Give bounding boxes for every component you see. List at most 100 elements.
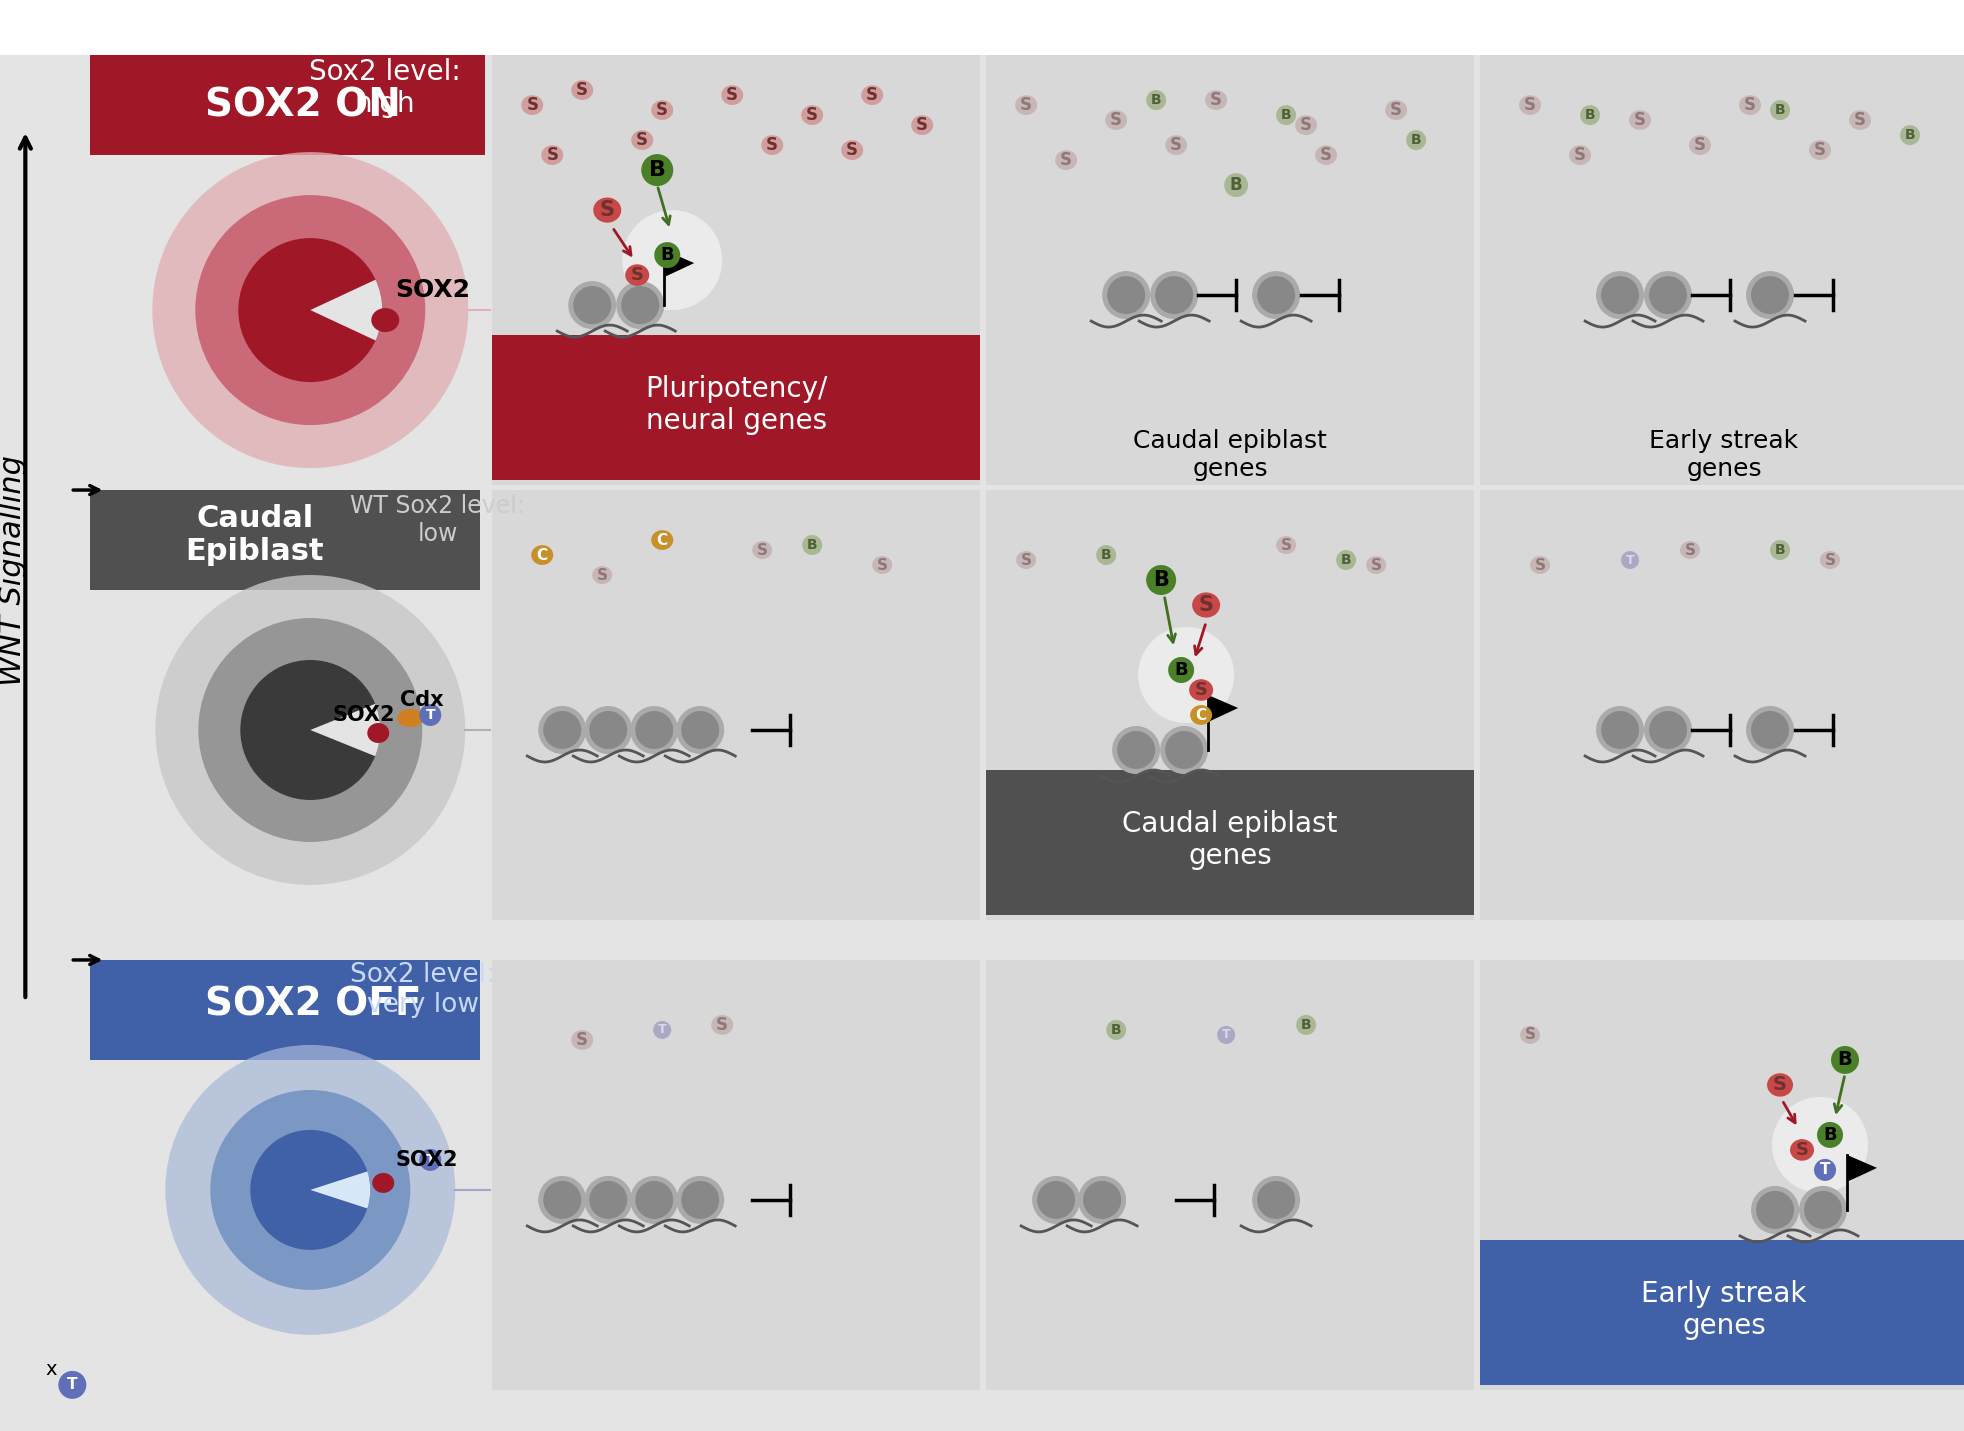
Text: B: B bbox=[1112, 1023, 1121, 1037]
Circle shape bbox=[1644, 270, 1693, 319]
Text: Sox2 level:
high: Sox2 level: high bbox=[310, 57, 462, 119]
Circle shape bbox=[1620, 551, 1640, 570]
Circle shape bbox=[1139, 627, 1233, 723]
Circle shape bbox=[155, 575, 465, 884]
Ellipse shape bbox=[911, 116, 933, 135]
Circle shape bbox=[1084, 1181, 1121, 1219]
Circle shape bbox=[1253, 270, 1300, 319]
Text: S: S bbox=[526, 96, 538, 114]
Text: S: S bbox=[1573, 146, 1587, 165]
Text: S: S bbox=[915, 116, 929, 135]
Circle shape bbox=[210, 1090, 410, 1289]
Text: S: S bbox=[1773, 1076, 1787, 1095]
Ellipse shape bbox=[1821, 551, 1840, 570]
Text: S: S bbox=[636, 132, 648, 149]
Ellipse shape bbox=[1015, 96, 1037, 114]
Text: S: S bbox=[1019, 96, 1033, 114]
Circle shape bbox=[1155, 276, 1194, 313]
Polygon shape bbox=[664, 250, 693, 278]
Ellipse shape bbox=[367, 723, 389, 743]
Circle shape bbox=[249, 1130, 371, 1249]
Circle shape bbox=[583, 1176, 632, 1224]
Circle shape bbox=[1597, 705, 1644, 754]
Circle shape bbox=[1108, 276, 1145, 313]
Circle shape bbox=[1096, 545, 1116, 565]
Text: Caudal epiblast
genes: Caudal epiblast genes bbox=[1123, 810, 1337, 870]
Text: S: S bbox=[1171, 136, 1182, 155]
Text: S: S bbox=[1685, 542, 1695, 558]
Circle shape bbox=[59, 1371, 86, 1400]
Bar bbox=[986, 770, 1475, 914]
Circle shape bbox=[1770, 539, 1789, 560]
Circle shape bbox=[1815, 1159, 1836, 1181]
Text: S: S bbox=[597, 568, 607, 582]
Ellipse shape bbox=[1165, 135, 1186, 155]
Ellipse shape bbox=[1809, 140, 1830, 160]
Text: B: B bbox=[648, 160, 666, 180]
Wedge shape bbox=[310, 279, 383, 341]
Circle shape bbox=[630, 705, 678, 754]
Circle shape bbox=[194, 195, 426, 425]
Circle shape bbox=[583, 705, 632, 754]
Circle shape bbox=[1770, 100, 1789, 120]
Text: S: S bbox=[876, 558, 888, 572]
Circle shape bbox=[1147, 90, 1167, 110]
Circle shape bbox=[198, 618, 422, 841]
Text: B: B bbox=[1775, 103, 1785, 117]
Ellipse shape bbox=[572, 1030, 593, 1050]
Circle shape bbox=[801, 535, 823, 555]
Text: B: B bbox=[1151, 93, 1161, 107]
Ellipse shape bbox=[593, 197, 621, 223]
Text: S: S bbox=[1320, 146, 1332, 165]
Text: S: S bbox=[717, 1016, 729, 1035]
Ellipse shape bbox=[1106, 110, 1127, 130]
Circle shape bbox=[1406, 130, 1426, 150]
Text: B: B bbox=[1838, 1050, 1852, 1069]
Text: B: B bbox=[1281, 109, 1292, 122]
Text: S: S bbox=[766, 136, 778, 155]
Circle shape bbox=[1169, 657, 1194, 683]
Ellipse shape bbox=[542, 145, 564, 165]
Text: S: S bbox=[866, 86, 878, 104]
Text: S: S bbox=[1194, 681, 1208, 698]
Circle shape bbox=[1257, 276, 1294, 313]
Bar bbox=[986, 960, 1475, 1390]
Circle shape bbox=[682, 711, 719, 748]
Circle shape bbox=[1752, 1186, 1799, 1234]
Ellipse shape bbox=[1518, 96, 1542, 114]
Circle shape bbox=[1650, 276, 1687, 313]
Ellipse shape bbox=[630, 130, 654, 150]
Bar bbox=[90, 489, 481, 590]
Text: S: S bbox=[727, 86, 738, 104]
Bar bbox=[493, 56, 980, 485]
Text: T: T bbox=[658, 1023, 666, 1036]
Circle shape bbox=[1257, 1181, 1294, 1219]
Text: S: S bbox=[1534, 558, 1546, 572]
Circle shape bbox=[1147, 565, 1176, 595]
Text: B: B bbox=[1229, 176, 1243, 195]
Circle shape bbox=[1597, 270, 1644, 319]
Circle shape bbox=[1224, 173, 1249, 197]
Bar bbox=[493, 335, 980, 479]
Ellipse shape bbox=[1848, 110, 1872, 130]
Bar bbox=[90, 56, 481, 155]
Circle shape bbox=[418, 704, 442, 726]
Text: S: S bbox=[1695, 136, 1707, 155]
Ellipse shape bbox=[1385, 100, 1406, 120]
Text: S: S bbox=[1854, 112, 1866, 129]
Text: S: S bbox=[1524, 96, 1536, 114]
Text: WT Sox2 level:
low: WT Sox2 level: low bbox=[350, 494, 524, 547]
Circle shape bbox=[1106, 1020, 1125, 1040]
Circle shape bbox=[1799, 1186, 1846, 1234]
Circle shape bbox=[538, 705, 585, 754]
Circle shape bbox=[1336, 550, 1355, 570]
Circle shape bbox=[1899, 124, 1921, 145]
Ellipse shape bbox=[371, 308, 399, 332]
Text: S: S bbox=[1281, 538, 1292, 552]
Circle shape bbox=[1581, 104, 1601, 124]
Text: C: C bbox=[656, 532, 668, 548]
Text: S: S bbox=[1825, 552, 1836, 568]
Ellipse shape bbox=[801, 106, 823, 124]
Wedge shape bbox=[310, 704, 381, 756]
Text: Caudal
Epiblast: Caudal Epiblast bbox=[185, 504, 324, 567]
